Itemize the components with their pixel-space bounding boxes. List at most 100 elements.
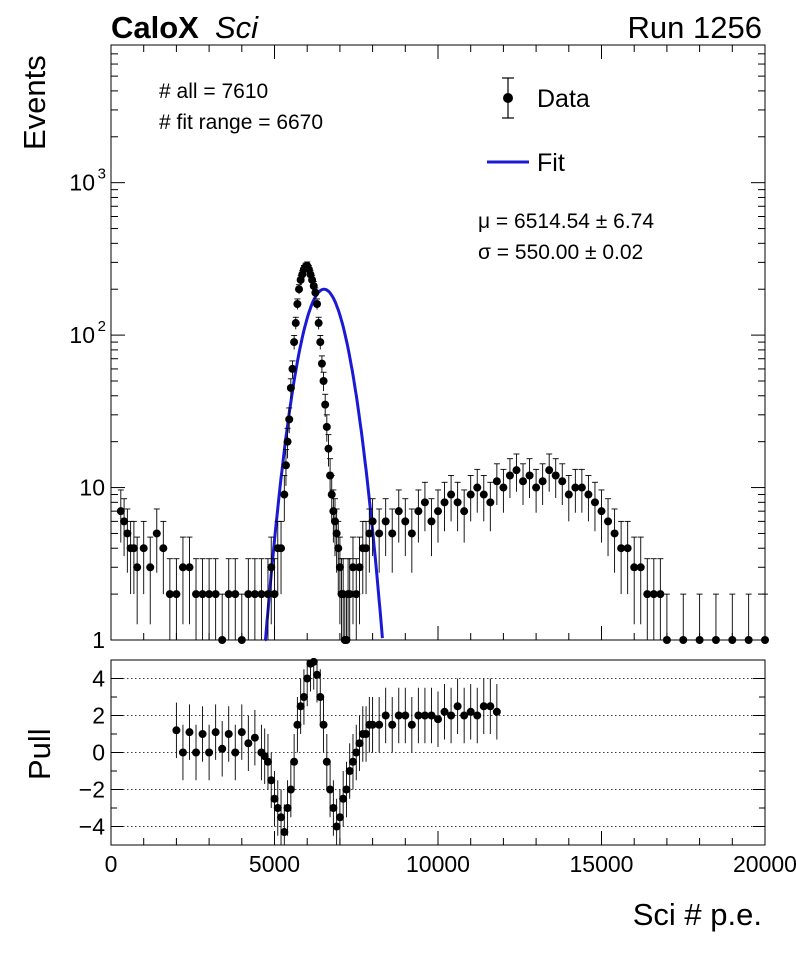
- pull-point: [172, 726, 181, 735]
- data-point: [679, 636, 688, 644]
- data-point: [329, 507, 338, 516]
- data-point: [267, 563, 276, 572]
- data-point: [381, 517, 390, 526]
- data-point: [120, 517, 129, 526]
- pull-point: [218, 744, 227, 753]
- pull-point: [273, 804, 282, 812]
- y-tick-label-100: 10: [69, 322, 95, 348]
- x-tick-label: 0: [105, 851, 118, 877]
- pull-point: [244, 739, 253, 748]
- pull-point: [434, 715, 442, 724]
- data-point: [636, 563, 645, 572]
- pull-point: [267, 776, 276, 785]
- pull-point: [401, 711, 410, 720]
- data-point: [218, 636, 227, 644]
- pull-point: [486, 702, 495, 711]
- pull-point: [283, 804, 292, 812]
- data-point: [728, 636, 737, 644]
- data-point: [270, 590, 279, 599]
- pull-point: [388, 720, 397, 729]
- top-plot-frame: [110, 44, 766, 641]
- data-point: [388, 529, 397, 538]
- pull-point: [322, 757, 331, 766]
- stat-sigma: σ = 550.00 ± 0.02: [478, 241, 643, 264]
- pull-point: [420, 711, 429, 720]
- data-point: [288, 364, 297, 373]
- pull-point: [381, 711, 390, 720]
- data-point: [133, 563, 142, 572]
- data-point: [286, 383, 295, 392]
- pull-point: [414, 711, 423, 720]
- data-point: [313, 299, 322, 308]
- data-point: [327, 490, 336, 499]
- pull-point: [355, 739, 364, 748]
- pull-point: [345, 767, 354, 775]
- data-point: [224, 590, 233, 599]
- data-point: [146, 563, 155, 572]
- fit-curve: [264, 287, 384, 642]
- data-point: [211, 590, 220, 599]
- pull-point: [335, 813, 344, 822]
- pull-point: [407, 720, 416, 729]
- data-point: [571, 483, 580, 492]
- pull-tick-label: 4: [92, 666, 105, 692]
- pull-point: [263, 757, 272, 766]
- data-point: [564, 490, 573, 499]
- data-point: [244, 590, 253, 599]
- pull-point: [473, 711, 482, 720]
- data-point: [453, 498, 462, 507]
- data-point: [538, 477, 547, 486]
- data-point: [185, 563, 194, 572]
- data-point: [695, 636, 704, 644]
- data-point: [321, 400, 330, 409]
- data-point: [551, 471, 560, 480]
- data-point: [505, 471, 514, 480]
- pull-point: [290, 757, 299, 766]
- pull-point: [178, 748, 187, 757]
- data-point: [711, 636, 720, 644]
- pull-point: [329, 804, 338, 812]
- x-tick-label: 10000: [406, 851, 470, 877]
- data-point: [761, 636, 769, 644]
- data-point: [414, 507, 423, 516]
- pull-tick-label: −2: [79, 777, 105, 803]
- data-point: [375, 529, 384, 538]
- data-point: [290, 338, 299, 347]
- data-point: [250, 590, 259, 599]
- pull-point: [211, 728, 220, 737]
- data-point: [257, 590, 266, 599]
- data-point: [334, 544, 343, 553]
- legend-data-marker: [503, 93, 513, 103]
- stat-n-fit: # fit range = 6670: [159, 111, 323, 134]
- stat-n-all: # all = 7610: [159, 80, 268, 103]
- data-point: [623, 544, 632, 553]
- data-point: [342, 636, 351, 644]
- pull-point: [270, 794, 279, 803]
- data-point: [316, 338, 325, 347]
- pull-point: [309, 657, 318, 666]
- pull-tick-label: 2: [92, 703, 105, 729]
- y-tick-label-1000: 10: [69, 170, 95, 196]
- data-point: [352, 590, 361, 599]
- detector-title: Sci: [215, 10, 259, 45]
- data-point: [324, 444, 333, 453]
- data-point: [291, 319, 300, 328]
- data-point: [165, 590, 174, 599]
- legend-fit-label: Fit: [537, 149, 565, 177]
- data-point: [322, 422, 331, 431]
- x-tick-label: 20000: [733, 851, 796, 877]
- data-point: [519, 477, 528, 486]
- y-tick-label-1: 1: [92, 627, 105, 653]
- pull-point: [339, 794, 348, 803]
- data-point: [643, 590, 652, 599]
- data-point: [281, 461, 290, 470]
- x-tick-label: 5000: [249, 851, 300, 877]
- data-point: [532, 483, 541, 492]
- data-point: [394, 507, 403, 516]
- data-point: [420, 498, 429, 507]
- data-point: [473, 483, 482, 492]
- data-point: [283, 437, 292, 446]
- data-point: [662, 636, 671, 644]
- data-point: [427, 517, 436, 526]
- x-tick-label: 15000: [570, 851, 634, 877]
